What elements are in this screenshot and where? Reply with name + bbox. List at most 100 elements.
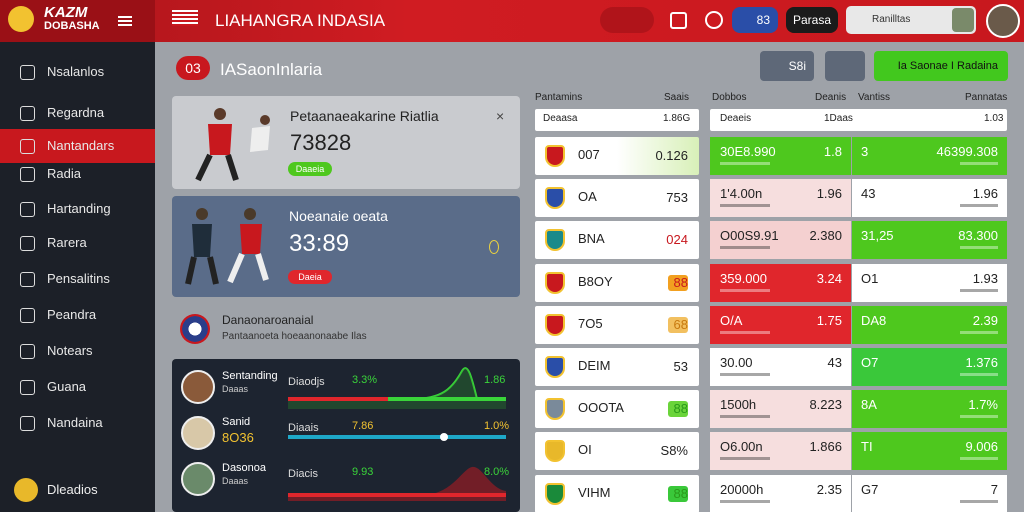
sidebar-icon [20, 416, 35, 431]
avatar [181, 462, 215, 496]
cell-value: 31,25 [861, 228, 894, 244]
summary-row [710, 109, 1007, 131]
cell-value: 30.00 [720, 355, 753, 370]
cell-block[interactable] [852, 474, 1007, 512]
cell-block[interactable] [852, 390, 1007, 429]
summary-row [535, 109, 699, 131]
cell-value: 1.96 [816, 186, 842, 202]
flag [172, 10, 198, 26]
user-text: Ranilltas [872, 14, 911, 25]
team-logo [545, 187, 565, 210]
cell-sub [720, 204, 770, 208]
cell-value: 1.8 [823, 144, 842, 159]
cell-block[interactable] [852, 221, 1007, 260]
team-value: S8% [660, 443, 688, 459]
cell-block[interactable] [710, 432, 851, 471]
card-value: 33:89 [289, 230, 350, 257]
cell-sub [960, 373, 998, 376]
team-value: 88 [673, 485, 688, 501]
sidebar-icon [20, 308, 35, 323]
cell-block[interactable] [710, 263, 851, 302]
cell-value: 359.000 [720, 270, 767, 286]
team-code: OOOTA [578, 400, 624, 416]
cell-block[interactable] [710, 474, 851, 512]
cell-sub [960, 288, 998, 292]
cell-block[interactable] [852, 179, 1007, 218]
profile-avatar[interactable] [986, 4, 1020, 38]
sidebar-item[interactable]: Peandra [0, 298, 155, 332]
sidebar-item[interactable]: Regardna [0, 96, 155, 130]
player-name: Sanid [222, 416, 251, 428]
sidebar-icon [20, 106, 35, 121]
header-green-button[interactable]: Ia Saonae I Radaina [874, 51, 1008, 81]
notif-button[interactable] [600, 7, 654, 33]
cell-value: 20000h [720, 481, 764, 497]
icon-button[interactable] [670, 12, 687, 29]
cell-value: 2.380 [809, 228, 842, 244]
avatar [181, 416, 215, 450]
sidebar-item[interactable]: Notears [0, 334, 155, 368]
sidebar-item[interactable]: Nsalanlos [0, 55, 155, 89]
sidebar-item[interactable]: Nantandars [0, 129, 155, 163]
icon-button[interactable] [705, 11, 723, 29]
cell-block[interactable] [710, 390, 851, 429]
cell-block[interactable] [710, 137, 851, 175]
cell-block[interactable] [852, 432, 1007, 471]
menu-icon[interactable] [118, 16, 132, 18]
sidebar-icon [20, 236, 35, 251]
player-name: Sentanding [222, 370, 278, 382]
cell-block[interactable] [710, 305, 851, 344]
cell-block[interactable] [710, 221, 851, 260]
cell-value: TI [861, 439, 873, 455]
stat-value: 1.0% [484, 420, 510, 432]
stat-value: 9.93 [352, 466, 374, 478]
close-icon[interactable]: × [496, 108, 505, 124]
cell-block[interactable] [852, 137, 1007, 175]
table-header: Vantiss [858, 92, 891, 103]
header-icon-button[interactable] [825, 51, 865, 81]
cell-block[interactable] [852, 263, 1007, 302]
cell-value: 7 [990, 481, 998, 497]
team-code: OA [578, 189, 597, 205]
cell-block[interactable] [852, 305, 1007, 344]
team-value: 88 [673, 274, 688, 290]
value-pill [668, 316, 688, 333]
card-icon[interactable] [489, 240, 499, 254]
card-pill[interactable]: Daaeia [288, 162, 332, 176]
team-code: VIHM [578, 484, 611, 500]
team-code: 7O5 [578, 315, 603, 331]
cell-sub [720, 373, 770, 376]
cell-value: O7 [861, 355, 879, 370]
card-pill[interactable]: Daeia [288, 270, 332, 284]
cell-value: 3.24 [816, 270, 842, 286]
stat-label: Diaodjs [288, 376, 325, 388]
cell-block[interactable] [852, 348, 1007, 386]
cell-block[interactable] [710, 348, 851, 386]
cell-value: 1.376 [965, 355, 998, 370]
action-button[interactable]: Parasa [786, 7, 838, 33]
sidebar-item[interactable]: Nandaina [0, 406, 155, 440]
sidebar-icon [20, 272, 35, 287]
team-value: 53 [673, 359, 688, 374]
sidebar-item[interactable]: Pensalitins [0, 262, 155, 296]
team-code: 007 [578, 147, 600, 162]
table-header: Deanis [815, 92, 847, 103]
player-image [195, 108, 270, 182]
sidebar-item[interactable]: Hartanding [0, 192, 155, 226]
summary-cell: Deaeis [720, 113, 752, 124]
logo-icon [8, 6, 34, 32]
team-code: DEIM [578, 358, 611, 373]
header-button[interactable]: S8i [760, 51, 814, 81]
cell-sub [720, 457, 770, 461]
sidebar-footer[interactable]: Dleadios [47, 482, 98, 497]
count-button[interactable]: 83 [732, 7, 778, 33]
sidebar-item[interactable]: Guana [0, 370, 155, 404]
cell-sub [720, 330, 770, 334]
sidebar-item[interactable]: Radia [0, 157, 155, 191]
team-value: 753 [666, 190, 688, 206]
sidebar-item[interactable]: Rarera [0, 226, 155, 260]
team-logo [545, 482, 565, 505]
cell-value: 1.866 [809, 439, 842, 455]
cell-block[interactable] [710, 179, 851, 218]
cell-value: 1'4.00n [720, 186, 763, 202]
